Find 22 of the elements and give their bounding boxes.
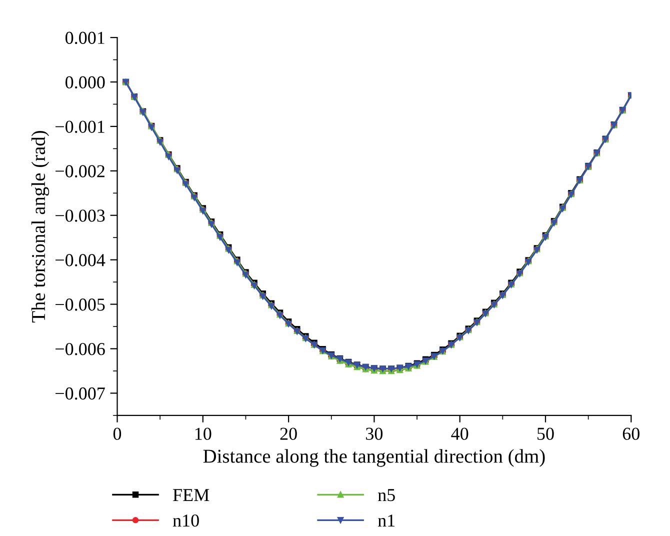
y-tick-label: −0.002 (56, 165, 104, 178)
y-tick-label: −0.004 (56, 254, 106, 266)
y-tick-label: −0.001 (56, 120, 104, 133)
x-tick-label: 10 (195, 428, 212, 440)
x-tick-label: 50 (538, 428, 554, 440)
x-tick-label: 60 (622, 428, 640, 440)
legend-label: n1 (378, 514, 395, 526)
y-tick-label: −0.006 (56, 342, 105, 356)
x-axis-title: Distance along the tangential direction (dm) (203, 449, 545, 467)
y-tick-label: 0.001 (66, 32, 104, 44)
y-tick-label: −0.007 (56, 387, 105, 400)
x-tick-label: 40 (451, 428, 468, 440)
x-tick-label: 20 (280, 428, 297, 440)
y-axis-title: The torsional angle (rad) (31, 130, 50, 322)
y-tick-label: −0.003 (56, 210, 105, 222)
x-tick-label: 30 (366, 428, 383, 440)
x-tick-label: 0 (113, 428, 122, 440)
legend-label: FEM (173, 489, 210, 501)
y-tick-label: 0.000 (66, 76, 105, 88)
legend-label: n5 (378, 489, 395, 502)
legend-label: n10 (172, 514, 199, 527)
y-tick-label: −0.005 (56, 298, 105, 311)
